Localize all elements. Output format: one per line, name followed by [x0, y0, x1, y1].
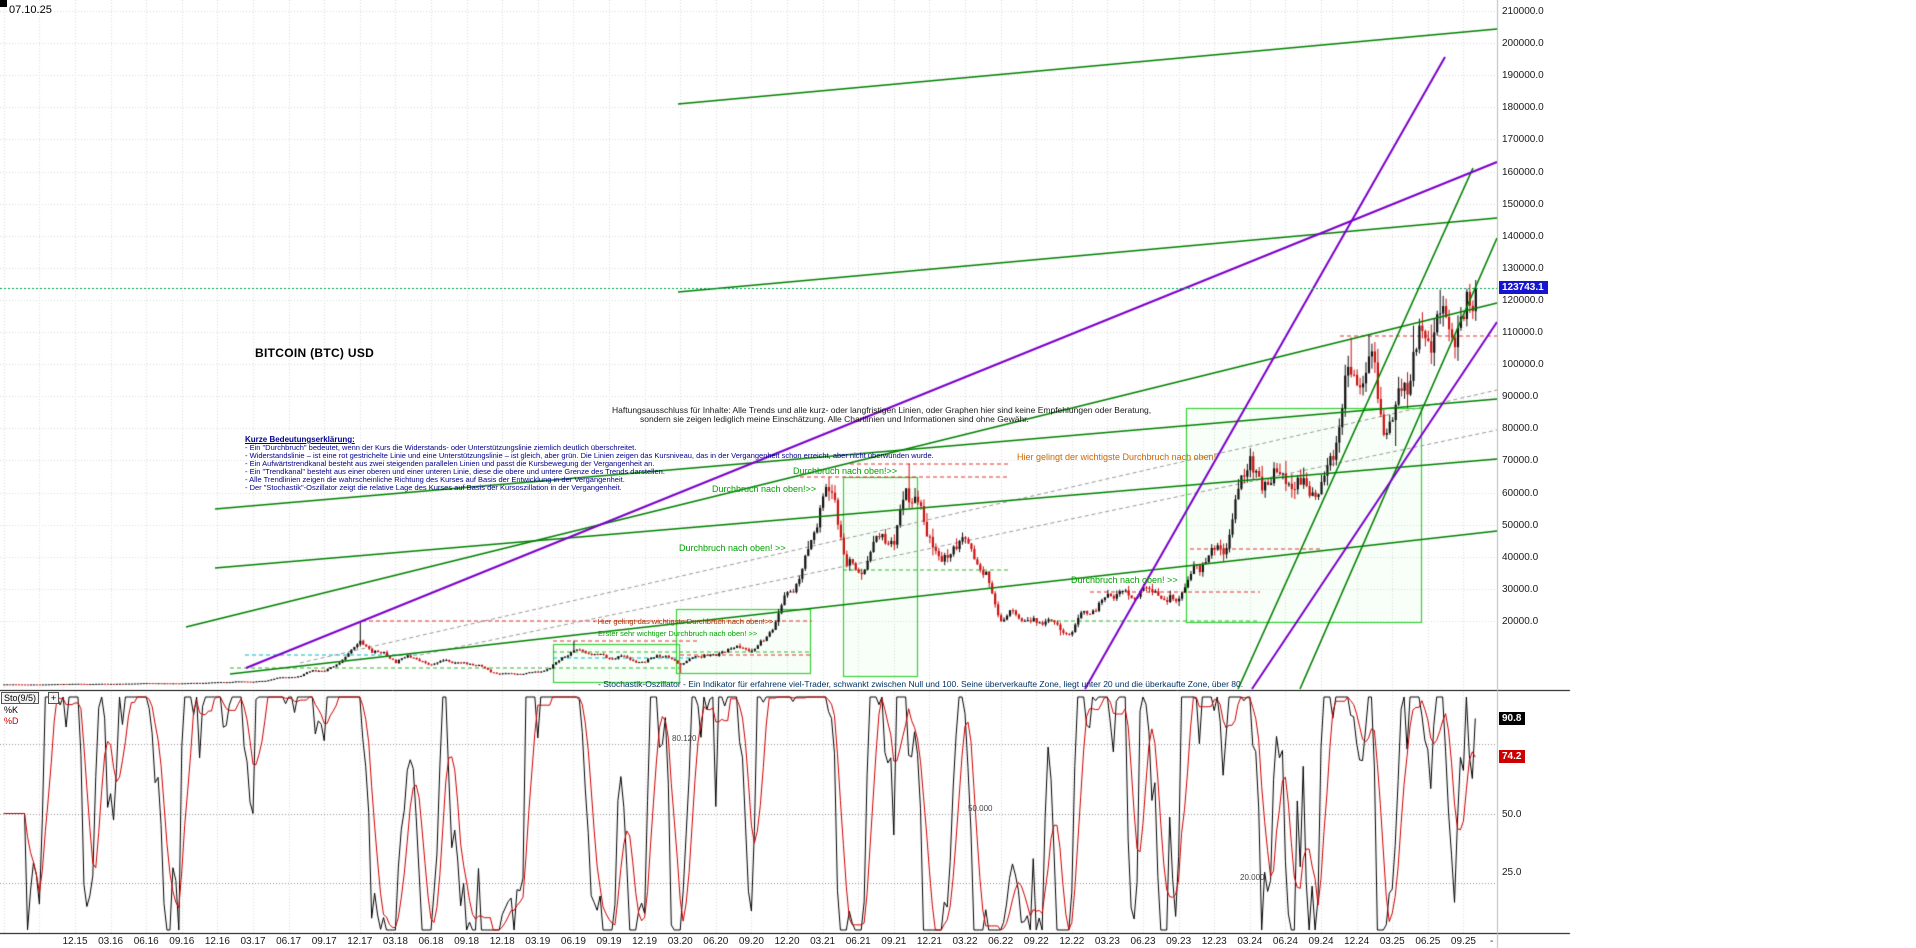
price-axis-label: 210000.0	[1502, 6, 1544, 17]
oscillator-scale-tick: 50.0	[1502, 808, 1522, 820]
current-price-badge: 123743.1	[1499, 281, 1548, 294]
explanation-line: - Ein Aufwärtstrendkanal besteht aus zwe…	[245, 459, 655, 468]
price-axis-label: 30000.0	[1502, 583, 1539, 595]
time-axis-label: 06.22	[988, 936, 1014, 947]
explanation-line: - Widerstandslinie – ist eine rot gestri…	[245, 451, 934, 460]
chart-annotation: - Hier gelingt das wichtigste Durchbruch…	[593, 617, 774, 626]
chart-annotation: Durchbruch nach oben! >>	[1071, 575, 1178, 585]
oscillator-level-label: 50.000	[968, 803, 993, 813]
time-axis-label: 12.15	[62, 936, 88, 947]
time-axis-label: 06.23	[1130, 936, 1156, 947]
time-axis-label: 06.18	[418, 936, 444, 947]
time-axis-label: 06.19	[560, 936, 586, 947]
time-axis-label: 06.21	[845, 936, 871, 947]
explanation-title: Kurze Bedeutungserklärung:	[245, 435, 355, 444]
time-axis-label: 09.18	[454, 936, 480, 947]
time-axis-label: 03.20	[667, 936, 693, 947]
chart-annotation: Hier gelingt der wichtigste Durchbruch n…	[1017, 452, 1217, 462]
price-axis-label: 60000.0	[1502, 487, 1539, 499]
chart-annotation: Erster sehr wichtiger Durchbruch nach ob…	[598, 629, 758, 638]
explanation-line: - Ein "Durchbruch" bedeutet, wenn der Ku…	[245, 443, 637, 452]
disclaimer-line: sondern sie zeigen lediglich meine Einsc…	[640, 414, 1029, 424]
axis-end-mark: -	[1490, 936, 1494, 947]
time-axis-label: 03.17	[240, 936, 266, 947]
price-axis-label: 140000.0	[1502, 230, 1544, 242]
stochastic-k-label: %K	[4, 705, 19, 715]
disclaimer: Haftungsausschluss für Inhalte: Alle Tre…	[612, 406, 1151, 424]
time-axis-label: 03.24	[1237, 936, 1263, 947]
time-axis-label: 09.25	[1450, 936, 1476, 947]
disclaimer-line: Haftungsausschluss für Inhalte: Alle Tre…	[612, 405, 1152, 415]
time-axis-label: 03.19	[525, 936, 551, 947]
price-axis-label: 150000.0	[1502, 198, 1544, 210]
stochastic-d-badge: 74.2	[1499, 750, 1526, 763]
explanation-block: Kurze Bedeutungserklärung: - Ein "Durchb…	[245, 436, 934, 492]
time-axis-label: 03.22	[952, 936, 978, 947]
time-axis-label: 09.22	[1023, 936, 1049, 947]
time-axis-label: 03.23	[1094, 936, 1120, 947]
time-axis-label: 12.22	[1059, 936, 1085, 947]
time-axis-label: 09.23	[1166, 936, 1192, 947]
time-axis-label: 03.25	[1379, 936, 1405, 947]
oscillator-scale-tick: 25.0	[1502, 866, 1522, 878]
price-axis-label: 200000.0	[1502, 38, 1544, 50]
price-axis-label: 40000.0	[1502, 551, 1539, 563]
time-axis-label: 12.20	[774, 936, 800, 947]
explanation-line: - Alle Trendlinien zeigen die wahrschein…	[245, 475, 625, 484]
chart-annotation: Durchbruch nach oben!>>	[793, 466, 898, 476]
price-axis-label: 70000.0	[1502, 455, 1539, 467]
price-axis-label: 100000.0	[1502, 359, 1544, 371]
stochastic-description: - Stochastik-Oszillator - Ein Indikator …	[598, 679, 1244, 689]
price-axis-label: 50000.0	[1502, 519, 1539, 531]
price-axis-label: 130000.0	[1502, 262, 1544, 274]
time-axis-label: 06.16	[133, 936, 159, 947]
time-axis-label: 06.20	[703, 936, 729, 947]
time-axis-label: 06.25	[1415, 936, 1441, 947]
price-axis-label: 110000.0	[1502, 327, 1543, 339]
oscillator-level-label: 80.120	[672, 733, 697, 743]
price-axis-label: 190000.0	[1502, 70, 1544, 82]
time-axis-label: 09.17	[311, 936, 337, 947]
time-axis-label: 06.17	[276, 936, 302, 947]
time-axis-label: 12.18	[489, 936, 515, 947]
time-axis-label: 09.24	[1308, 936, 1334, 947]
oscillator-level-label: 20.000	[1240, 873, 1265, 883]
time-axis-label: 03.21	[810, 936, 836, 947]
chart-annotation: Durchbruch nach oben!>>	[712, 484, 817, 494]
indicator-label[interactable]: Sto(9/5)	[1, 692, 40, 704]
time-axis-label: 09.21	[881, 936, 907, 947]
date-label: 07.10.25	[9, 4, 52, 16]
price-axis-label: 80000.0	[1502, 423, 1539, 435]
indicator-settings-button[interactable]: +	[48, 692, 59, 704]
time-axis-label: 12.16	[204, 936, 230, 947]
time-axis-label: 09.19	[596, 936, 622, 947]
explanation-line: - Ein "Trendkanal" besteht aus einer obe…	[245, 467, 665, 476]
price-axis-label: 170000.0	[1502, 134, 1544, 146]
time-axis-label: 12.23	[1201, 936, 1227, 947]
time-axis-label: 12.24	[1344, 936, 1370, 947]
corner-marker	[0, 0, 7, 7]
time-axis-label: 12.17	[347, 936, 373, 947]
price-axis-label: 120000.0	[1502, 294, 1544, 306]
time-axis-label: 12.19	[632, 936, 658, 947]
time-axis-label: 09.16	[169, 936, 195, 947]
time-axis-label: 09.20	[738, 936, 764, 947]
chart-title: BITCOIN (BTC) USD	[255, 346, 375, 360]
price-axis-label: 160000.0	[1502, 166, 1544, 178]
stochastic-k-badge: 90.8	[1499, 712, 1526, 725]
price-axis-label: 180000.0	[1502, 102, 1544, 114]
time-axis-label: 06.24	[1272, 936, 1298, 947]
explanation-line: - Der "Stochastik"-Oszillator zeigt die …	[245, 483, 622, 492]
time-axis-label: 03.16	[98, 936, 124, 947]
time-axis-label: 12.21	[916, 936, 942, 947]
price-axis-label: 90000.0	[1502, 391, 1539, 403]
chart-annotation: Durchbruch nach oben! >>	[679, 543, 786, 553]
time-axis-label: 03.18	[382, 936, 408, 947]
price-axis-label: 20000.0	[1502, 616, 1539, 627]
stochastic-d-label: %D	[4, 716, 19, 726]
